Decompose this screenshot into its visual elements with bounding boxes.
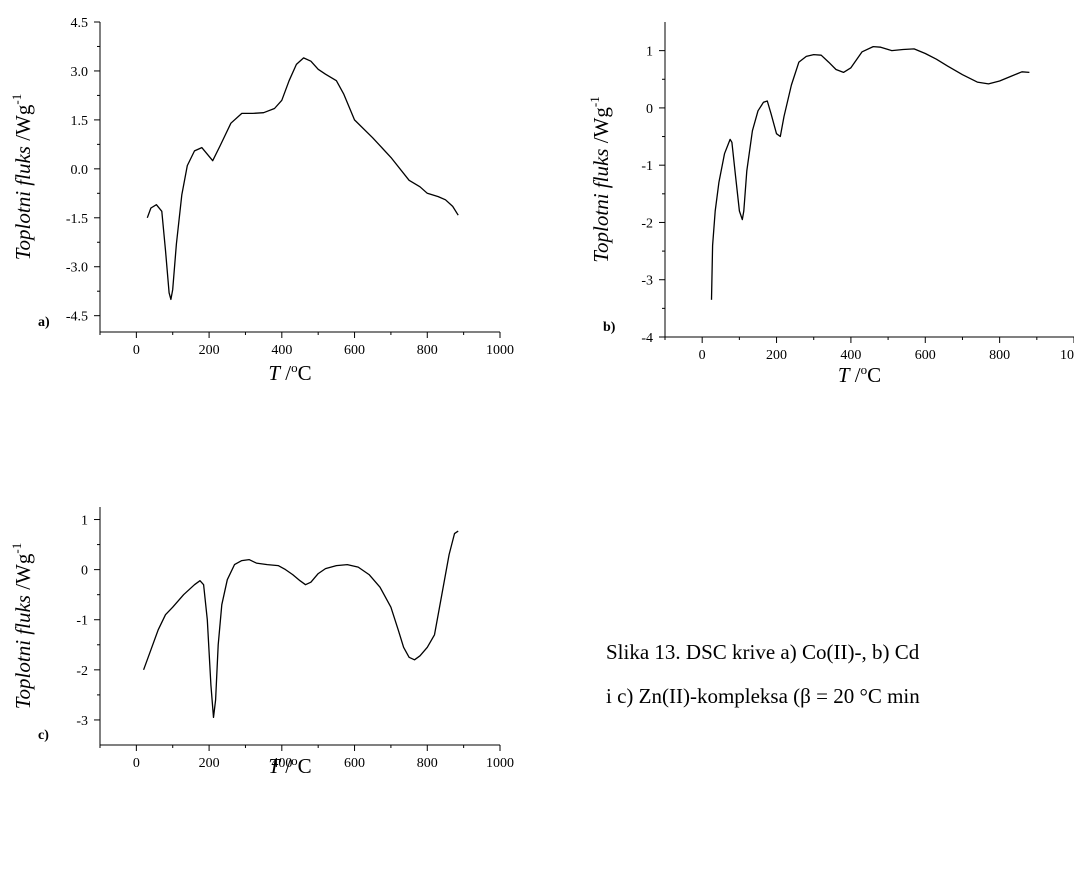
panel-letter: b) xyxy=(603,320,616,335)
x-tick-label: 400 xyxy=(271,756,292,771)
x-tick-label: 200 xyxy=(199,343,220,358)
y-tick-label: -1 xyxy=(76,614,88,629)
x-tick-label: 200 xyxy=(199,756,220,771)
y-tick-label: -2 xyxy=(76,664,88,679)
x-tick-label: 200 xyxy=(766,348,787,363)
panel-3: 0 200 400 600 800 1000 -3 -2 -1 0 1 c) T /oC Toplotni… xyxy=(9,507,514,778)
dsc-curve xyxy=(146,57,459,301)
y-tick-label: -3 xyxy=(76,714,88,729)
y-tick-label: 0 xyxy=(81,564,88,579)
x-tick-label: 800 xyxy=(417,756,438,771)
y-tick-label: -4.5 xyxy=(66,310,88,325)
y-tick-label: 4.5 xyxy=(71,16,89,31)
y-axis-title: Toplotni fluks /Wg-1 xyxy=(9,94,35,260)
panel-letter: c) xyxy=(38,728,49,743)
x-tick-label: 600 xyxy=(344,343,365,358)
y-tick-label: -2 xyxy=(641,216,653,231)
x-tick-label: 600 xyxy=(915,348,936,363)
x-axis-title: T /oC xyxy=(268,753,311,778)
x-tick-label: 400 xyxy=(840,348,861,363)
panel-2: 0 200 400 600 800 1000 -4 -3 -2 -1 0 1 b) T /oC Toplot… xyxy=(587,22,1074,387)
panel-letter: a) xyxy=(38,315,50,330)
x-tick-label: 800 xyxy=(989,348,1010,363)
y-tick-label: 3.0 xyxy=(71,65,89,80)
x-axis-title: T /oC xyxy=(838,362,881,387)
figure-caption: Slika 13. DSC krive a) Co(II)-, b) Cd i … xyxy=(606,630,920,718)
x-tick-label: 0 xyxy=(133,756,140,771)
x-tick-label: 400 xyxy=(271,343,292,358)
y-tick-label: -1.5 xyxy=(66,212,88,227)
x-tick-label: 800 xyxy=(417,343,438,358)
caption-line-1: Slika 13. DSC krive a) Co(II)-, b) Cd xyxy=(606,640,920,664)
dsc-curve xyxy=(710,45,1030,300)
y-axis-title: Toplotni fluks /Wg-1 xyxy=(587,96,613,262)
y-tick-label: 0.0 xyxy=(71,163,89,178)
y-tick-label: -3.0 xyxy=(66,261,88,276)
y-tick-label: 1 xyxy=(81,514,88,529)
x-tick-label: 0 xyxy=(133,343,140,358)
y-tick-label: -3 xyxy=(641,274,653,289)
dsc-curve xyxy=(142,530,459,719)
y-tick-label: 1.5 xyxy=(71,114,89,129)
y-tick-label: 1 xyxy=(646,45,653,60)
x-tick-label: 1000 xyxy=(1060,348,1074,363)
caption-line-2: i c) Zn(II)-kompleksa (β = 20 °C min xyxy=(606,684,920,708)
y-tick-label: 0 xyxy=(646,102,653,117)
y-tick-label: -1 xyxy=(641,159,653,174)
y-axis-title: Toplotni fluks /Wg-1 xyxy=(9,543,35,709)
x-tick-label: 1000 xyxy=(486,756,514,771)
panel-1: 0 200 400 600 800 1000 -4.5 -3.0 -1.5 0.0 1.5 3.0 4.… xyxy=(9,16,514,385)
y-tick-label: -4 xyxy=(641,331,653,346)
x-axis-title: T /oC xyxy=(268,360,311,385)
x-tick-label: 600 xyxy=(344,756,365,771)
x-tick-label: 0 xyxy=(699,348,706,363)
x-tick-label: 1000 xyxy=(486,343,514,358)
